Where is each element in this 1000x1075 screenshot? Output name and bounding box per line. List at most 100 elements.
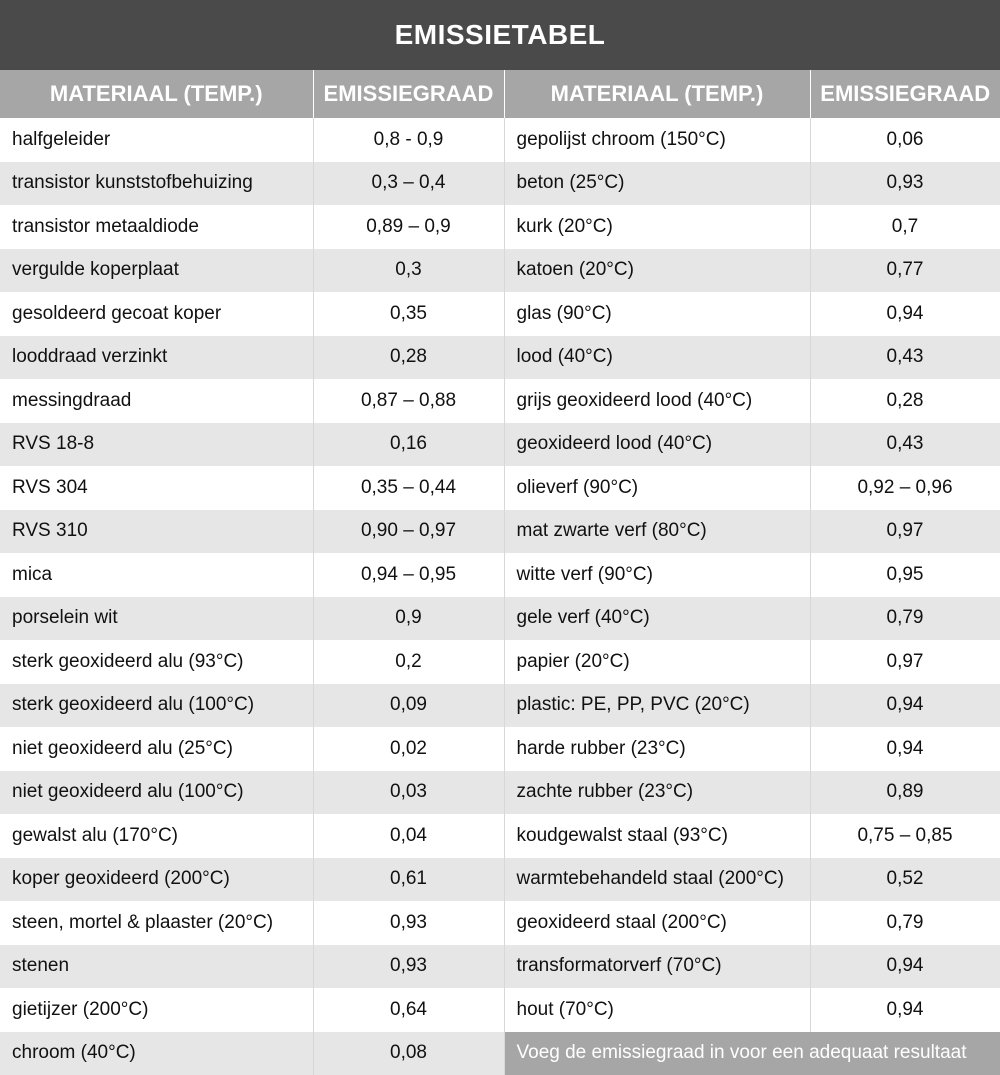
material-cell: koper geoxideerd (200°C) — [0, 857, 314, 901]
table-row: RVS 304 0,35 – 0,44 olieverf (90°C) 0,92 – … — [0, 466, 1000, 510]
emissivity-cell: 0,77 — [810, 248, 1000, 292]
material-cell: sterk geoxideerd alu (93°C) — [0, 640, 314, 684]
emissivity-cell: 0,35 — [313, 292, 505, 336]
emissivity-cell: 0,43 — [810, 422, 1000, 466]
material-cell: messingdraad — [0, 379, 314, 423]
footer-note: Voeg de emissiegraad in voor een adequaa… — [504, 1031, 1000, 1075]
table-row: mica 0,94 – 0,95 witte verf (90°C) 0,95 — [0, 553, 1000, 597]
emissivity-cell: 0,94 — [810, 292, 1000, 336]
material-cell: stenen — [0, 944, 314, 988]
material-cell: glas (90°C) — [504, 292, 811, 336]
material-cell: mica — [0, 553, 314, 597]
emissivity-cell: 0,92 – 0,96 — [810, 466, 1000, 510]
page-title: EMISSIETABEL — [0, 0, 1000, 70]
material-cell: olieverf (90°C) — [504, 466, 811, 510]
emissivity-cell: 0,93 — [313, 944, 505, 988]
emissivity-cell: 0,79 — [810, 596, 1000, 640]
material-cell: geoxideerd lood (40°C) — [504, 422, 811, 466]
table-row: koper geoxideerd (200°C) 0,61 warmtebehand… — [0, 857, 1000, 901]
emissivity-cell: 0,2 — [313, 640, 505, 684]
emissivity-cell: 0,79 — [810, 901, 1000, 945]
material-cell: halfgeleider — [0, 118, 314, 162]
emissivity-table: MATERIAAL (TEMP.) EMISSIEGRAAD MATERIAAL… — [0, 70, 1000, 1075]
material-cell: gesoldeerd gecoat koper — [0, 292, 314, 336]
material-cell: harde rubber (23°C) — [504, 727, 811, 771]
emissivity-cell: 0,90 – 0,97 — [313, 509, 505, 553]
table-row: gietijzer (200°C) 0,64 hout (70°C) 0,94 — [0, 988, 1000, 1032]
emissivity-cell: 0,64 — [313, 988, 505, 1032]
table-row: halfgeleider 0,8 - 0,9 gepolijst chroom (1… — [0, 118, 1000, 162]
emissivity-cell: 0,94 — [810, 727, 1000, 771]
table-row: sterk geoxideerd alu (93°C) 0,2 papier (20… — [0, 640, 1000, 684]
table-row: RVS 18-8 0,16 geoxideerd lood (40°C) 0,43 — [0, 422, 1000, 466]
table-row: messingdraad 0,87 – 0,88 grijs geoxideerd … — [0, 379, 1000, 423]
material-cell: niet geoxideerd alu (25°C) — [0, 727, 314, 771]
table-row: steen, mortel & plaaster (20°C) 0,93 geoxi… — [0, 901, 1000, 945]
emissivity-cell: 0,3 – 0,4 — [313, 161, 505, 205]
material-cell: vergulde koperplaat — [0, 248, 314, 292]
emissivity-cell: 0,08 — [313, 1031, 505, 1075]
table-row: sterk geoxideerd alu (100°C) 0,09 plastic:… — [0, 683, 1000, 727]
table-row: stenen 0,93 transformatorverf (70°C) 0,94 — [0, 944, 1000, 988]
material-cell: plastic: PE, PP, PVC (20°C) — [504, 683, 811, 727]
material-cell: gietijzer (200°C) — [0, 988, 314, 1032]
table-row: looddraad verzinkt 0,28 lood (40°C) 0,43 — [0, 335, 1000, 379]
emissivity-cell: 0,16 — [313, 422, 505, 466]
emissivity-cell: 0,3 — [313, 248, 505, 292]
header-material-left: MATERIAAL (TEMP.) — [0, 70, 314, 118]
material-cell: hout (70°C) — [504, 988, 811, 1032]
material-cell: geoxideerd staal (200°C) — [504, 901, 811, 945]
material-cell: beton (25°C) — [504, 161, 811, 205]
emissivity-cell: 0,03 — [313, 770, 505, 814]
table-row: gewalst alu (170°C) 0,04 koudgewalst staal… — [0, 814, 1000, 858]
table-row: vergulde koperplaat 0,3 katoen (20°C) 0,77 — [0, 248, 1000, 292]
material-cell: looddraad verzinkt — [0, 335, 314, 379]
emissivity-cell: 0,93 — [810, 161, 1000, 205]
material-cell: lood (40°C) — [504, 335, 811, 379]
material-cell: warmtebehandeld staal (200°C) — [504, 857, 811, 901]
table-row: niet geoxideerd alu (25°C) 0,02 harde rubb… — [0, 727, 1000, 771]
emissivity-cell: 0,93 — [313, 901, 505, 945]
material-cell: grijs geoxideerd lood (40°C) — [504, 379, 811, 423]
header-material-right: MATERIAAL (TEMP.) — [504, 70, 811, 118]
header-emissivity-right: EMISSIEGRAAD — [810, 70, 1000, 118]
emissivity-cell: 0,94 — [810, 683, 1000, 727]
header-emissivity-left: EMISSIEGRAAD — [313, 70, 505, 118]
emissivity-cell: 0,7 — [810, 205, 1000, 249]
emissivity-cell: 0,8 - 0,9 — [313, 118, 505, 162]
material-cell: steen, mortel & plaaster (20°C) — [0, 901, 314, 945]
emissivity-cell: 0,89 – 0,9 — [313, 205, 505, 249]
table-row: gesoldeerd gecoat koper 0,35 glas (90°C) 0,… — [0, 292, 1000, 336]
table-row: chroom (40°C) 0,08 Voeg de emissiegraad in… — [0, 1031, 1000, 1075]
material-cell: koudgewalst staal (93°C) — [504, 814, 811, 858]
emissivity-cell: 0,28 — [313, 335, 505, 379]
emissivity-cell: 0,02 — [313, 727, 505, 771]
emissivity-cell: 0,97 — [810, 640, 1000, 684]
material-cell: witte verf (90°C) — [504, 553, 811, 597]
material-cell: mat zwarte verf (80°C) — [504, 509, 811, 553]
table-row: porselein wit 0,9 gele verf (40°C) 0,79 — [0, 596, 1000, 640]
material-cell: transformatorverf (70°C) — [504, 944, 811, 988]
emissivity-cell: 0,09 — [313, 683, 505, 727]
material-cell: transistor kunststofbehuizing — [0, 161, 314, 205]
table-row: transistor kunststofbehuizing 0,3 – 0,4 be… — [0, 161, 1000, 205]
emissivity-cell: 0,94 – 0,95 — [313, 553, 505, 597]
emissivity-cell: 0,61 — [313, 857, 505, 901]
emissivity-cell: 0,35 – 0,44 — [313, 466, 505, 510]
emissivity-cell: 0,97 — [810, 509, 1000, 553]
material-cell: gewalst alu (170°C) — [0, 814, 314, 858]
material-cell: zachte rubber (23°C) — [504, 770, 811, 814]
emissivity-cell: 0,28 — [810, 379, 1000, 423]
table-header-row: MATERIAAL (TEMP.) EMISSIEGRAAD MATERIAAL… — [0, 70, 1000, 118]
material-cell: gepolijst chroom (150°C) — [504, 118, 811, 162]
emissivity-cell: 0,87 – 0,88 — [313, 379, 505, 423]
material-cell: gele verf (40°C) — [504, 596, 811, 640]
material-cell: RVS 18-8 — [0, 422, 314, 466]
emissivity-cell: 0,89 — [810, 770, 1000, 814]
material-cell: papier (20°C) — [504, 640, 811, 684]
table-row: transistor metaaldiode 0,89 – 0,9 kurk (20… — [0, 205, 1000, 249]
emissivity-cell: 0,06 — [810, 118, 1000, 162]
emissivity-cell: 0,52 — [810, 857, 1000, 901]
material-cell: kurk (20°C) — [504, 205, 811, 249]
emissivity-cell: 0,95 — [810, 553, 1000, 597]
